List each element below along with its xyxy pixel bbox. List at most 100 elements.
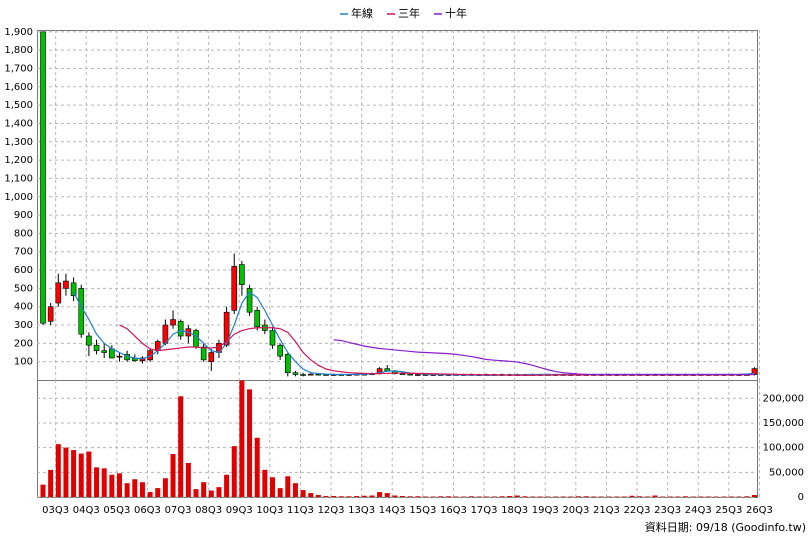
candle-body	[208, 352, 215, 362]
y2-tick-label: 0	[798, 492, 804, 503]
candle-body	[277, 344, 283, 357]
candle-body	[40, 31, 46, 324]
volume-bar	[744, 496, 750, 497]
volume-bar	[40, 484, 46, 497]
volume-bar	[277, 488, 283, 497]
y2-tick-label: 50,000	[769, 467, 804, 478]
y-tick-label: 1,800	[4, 45, 33, 56]
volume-bar	[55, 444, 61, 497]
y-tick-label: 300	[14, 320, 33, 331]
y-tick-label: 1,700	[4, 63, 33, 74]
candle-body	[170, 319, 176, 326]
price-panel	[37, 30, 758, 381]
volume-bar	[247, 389, 253, 497]
y-tick-label: 1,300	[4, 137, 33, 148]
x-tick-label: 25Q3	[715, 505, 742, 516]
volume-bar	[415, 496, 421, 497]
volume-bar	[354, 496, 360, 497]
x-tick-label: 21Q3	[593, 505, 620, 516]
x-tick-label: 11Q3	[287, 505, 314, 516]
legend-label: 三年	[398, 6, 420, 20]
volume-bar	[331, 496, 337, 497]
y-tick-label: 1,100	[4, 173, 33, 184]
candle-body	[300, 374, 306, 376]
volume-bar	[101, 468, 107, 497]
x-tick-label: 10Q3	[256, 505, 283, 516]
x-tick-label: 23Q3	[654, 505, 681, 516]
volume-bar	[683, 496, 689, 497]
candle-body	[93, 344, 100, 351]
volume-bar	[323, 496, 329, 497]
legend-label: 十年	[445, 6, 467, 20]
y-tick-label: 600	[14, 265, 33, 276]
y-tick-label: 700	[14, 247, 33, 258]
volume-bar	[407, 496, 413, 497]
volume-bar	[445, 496, 451, 497]
candle-body	[47, 306, 54, 322]
x-tick-label: 24Q3	[685, 505, 712, 516]
volume-bar	[201, 482, 207, 497]
volume-bar	[308, 493, 314, 497]
volume-bar	[338, 496, 344, 497]
ma-line	[73, 291, 755, 376]
volume-bar	[147, 492, 153, 497]
volume-bar	[652, 495, 658, 497]
candle-body	[55, 282, 62, 304]
data-date-note: 資料日期: 09/18 (Goodinfo.tw)	[645, 520, 806, 534]
volume-bar	[117, 473, 122, 497]
x-tick-label: 16Q3	[440, 505, 467, 516]
candle-body	[415, 374, 421, 376]
volume-bar	[170, 454, 176, 497]
candle-body	[307, 373, 314, 376]
volume-bar	[208, 490, 214, 497]
x-tick-label: 07Q3	[165, 505, 192, 516]
volume-bar	[400, 496, 406, 497]
volume-bar	[499, 496, 505, 497]
candle-body	[101, 350, 107, 353]
y-tick-label: 400	[14, 302, 33, 313]
candle-body	[70, 282, 77, 297]
x-tick-label: 19Q3	[532, 505, 559, 516]
x-tick-label: 04Q3	[73, 505, 100, 516]
volume-bar	[270, 477, 275, 497]
x-tick-label: 03Q3	[42, 505, 69, 516]
x-tick-label: 26Q3	[746, 505, 773, 516]
volume-bar	[285, 476, 291, 497]
volume-bar	[346, 496, 352, 497]
volume-bar	[377, 492, 383, 497]
volume-bar	[514, 495, 520, 497]
ma-line	[333, 339, 755, 376]
volume-bar	[193, 489, 199, 497]
x-tick-label: 09Q3	[226, 505, 253, 516]
y-tick-label: 1,500	[4, 100, 33, 111]
y-tick-label: 1,000	[4, 192, 33, 203]
volume-bar	[629, 495, 635, 497]
volume-bar	[162, 478, 168, 497]
volume-bar	[468, 496, 474, 497]
volume-bar	[239, 380, 245, 497]
candle-body	[399, 373, 406, 375]
volume-bar	[94, 467, 100, 497]
volume-bar	[522, 496, 528, 497]
y-tick-label: 500	[14, 283, 33, 294]
candle-body	[86, 335, 92, 346]
candle-body	[147, 350, 153, 361]
volume-bar	[438, 496, 444, 497]
candle-body	[284, 354, 291, 373]
volume-bar	[292, 483, 298, 497]
volume-bar	[254, 437, 260, 497]
y-tick-label: 800	[14, 228, 33, 239]
x-tick-label: 22Q3	[624, 505, 651, 516]
y-tick-label: 1,200	[4, 155, 33, 166]
ma-line	[119, 324, 755, 376]
y2-tick-label: 200,000	[763, 393, 804, 404]
candle-body	[200, 346, 207, 361]
volume-bar	[583, 496, 589, 497]
candle-body	[384, 368, 391, 372]
volume-bar	[124, 483, 130, 497]
x-tick-label: 18Q3	[501, 505, 528, 516]
candle-body	[269, 330, 276, 346]
candle-body	[407, 373, 414, 376]
